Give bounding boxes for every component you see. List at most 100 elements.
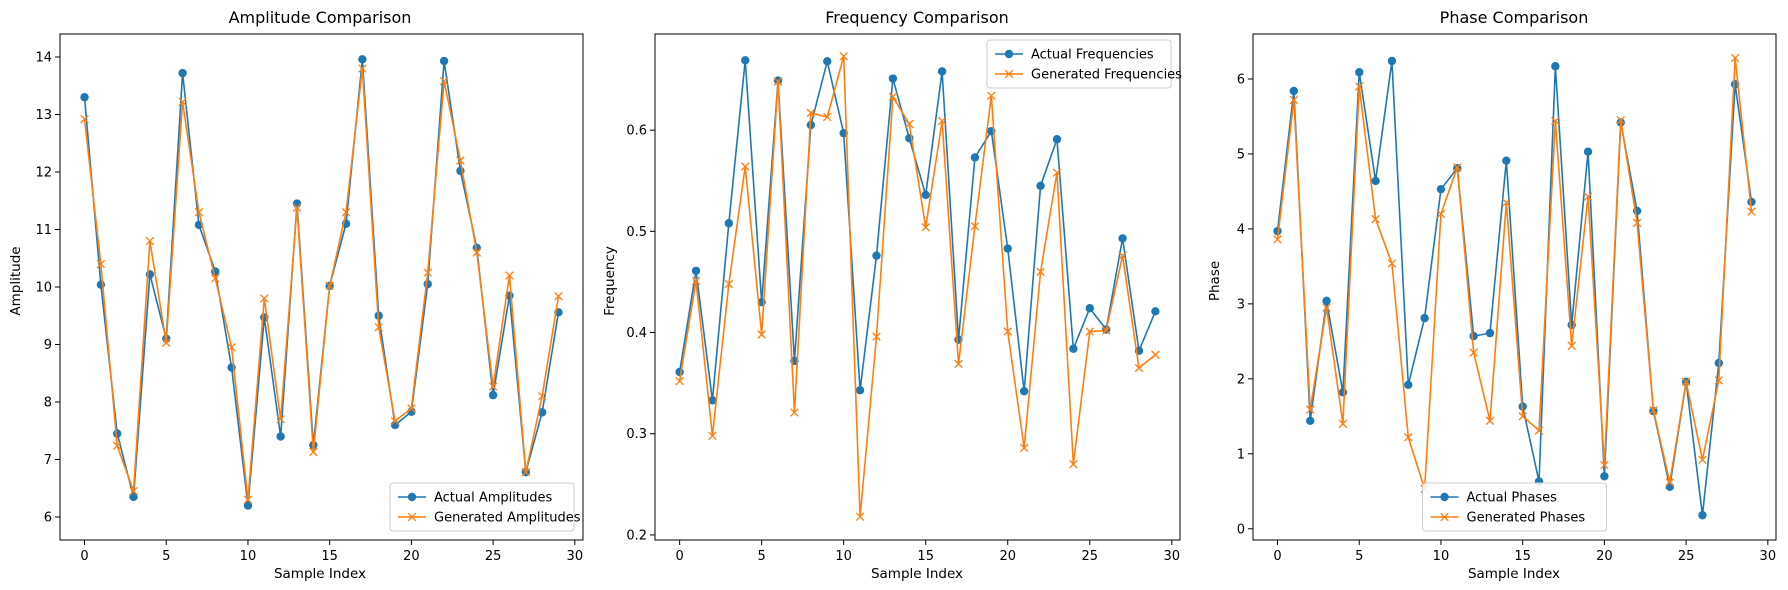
x-tick-label: 25 [485, 549, 502, 564]
data-point [724, 279, 734, 289]
x-tick-label: 20 [999, 549, 1016, 564]
data-point [691, 276, 701, 286]
y-tick-label: 4 [1237, 222, 1245, 237]
x-tick-label: 20 [403, 549, 420, 564]
x-tick-label: 15 [917, 549, 934, 564]
data-point [675, 367, 684, 377]
panel-title: Phase Comparison [1440, 8, 1589, 27]
data-point [1714, 358, 1723, 368]
data-point [358, 55, 367, 64]
x-tick-label: 25 [1081, 549, 1098, 564]
y-tick-label: 6 [44, 511, 52, 526]
data-point [1019, 387, 1029, 396]
x-tick-label: 30 [567, 549, 584, 564]
data-point [292, 203, 302, 212]
data-point [937, 67, 947, 76]
legend-label: Generated Frequencies [1031, 68, 1182, 83]
y-tick-label: 0.5 [626, 225, 647, 240]
legend-box [389, 482, 575, 532]
data-point [1616, 115, 1625, 125]
y-tick-label: 7 [44, 453, 52, 468]
data-point [1036, 267, 1045, 277]
y-tick-label: 1 [1237, 447, 1245, 462]
x-tick-label: 25 [1678, 549, 1695, 564]
data-point [872, 251, 881, 260]
x-tick-label: 5 [758, 549, 766, 564]
y-tick-label: 0.3 [626, 427, 647, 442]
x-tick-label: 0 [675, 549, 683, 564]
x-tick-label: 20 [1596, 549, 1613, 564]
data-point [773, 76, 783, 85]
data-point [80, 114, 89, 124]
data-point [1003, 244, 1012, 253]
legend-marker [1440, 492, 1449, 502]
data-point [1714, 376, 1724, 385]
data-point [1085, 304, 1094, 313]
data-point [1469, 331, 1478, 341]
data-point [1273, 235, 1282, 244]
data-point [839, 52, 848, 61]
data-point [1355, 68, 1364, 77]
data-point [113, 429, 122, 438]
data-point [358, 64, 367, 73]
data-point [905, 119, 914, 129]
data-point [374, 322, 383, 332]
data-point [1085, 327, 1095, 336]
data-point [1583, 192, 1593, 201]
legend-box [986, 39, 1172, 89]
data-point [1485, 328, 1495, 338]
data-point [823, 57, 832, 66]
phase-panel: Phase Comparison Sample Index Phase 0 5 10… [1207, 8, 1777, 582]
data-point [806, 108, 816, 118]
data-point [1404, 380, 1413, 390]
data-point [954, 359, 963, 369]
data-point [1436, 184, 1446, 194]
data-point [1052, 168, 1062, 177]
data-point [1747, 197, 1756, 207]
data-point [276, 432, 285, 441]
data-point [1518, 412, 1527, 421]
data-point [439, 56, 449, 66]
data-point [96, 280, 106, 289]
y-tick-label: 2 [1237, 372, 1245, 387]
data-point [488, 382, 498, 391]
data-point [855, 512, 865, 521]
y-tick-label: 14 [35, 51, 52, 66]
data-point [1118, 234, 1127, 243]
legend-marker [1004, 69, 1014, 79]
data-point [1404, 433, 1413, 442]
data-point [1436, 209, 1446, 219]
data-point [178, 68, 187, 78]
data-point [161, 338, 171, 348]
x-tick-label: 15 [321, 549, 338, 564]
data-point [1151, 350, 1160, 360]
x-tick-label: 15 [1514, 549, 1531, 564]
x-axis-label: Sample Index [1468, 566, 1560, 582]
data-point [790, 408, 799, 417]
data-point [472, 248, 482, 257]
legend-label: Actual Phases [1467, 491, 1558, 506]
data-point [1305, 405, 1315, 414]
plot-frame [1252, 33, 1777, 541]
y-axis-label: Phase [1207, 261, 1223, 301]
x-tick-label: 10 [835, 549, 852, 564]
data-point [521, 467, 531, 477]
data-point [823, 112, 832, 122]
y-axis-label: Frequency [602, 246, 618, 316]
y-axis-label: Amplitude [8, 246, 24, 315]
y-tick-label: 5 [1237, 147, 1245, 162]
data-point [1387, 56, 1397, 66]
frequency-panel: Frequency Comparison Sample Index Freque… [602, 8, 1182, 582]
data-point [292, 199, 302, 208]
x-tick-label: 0 [80, 549, 88, 564]
data-point [757, 330, 766, 339]
data-point [112, 441, 122, 450]
legend: Actual Frequencies Generated Frequencies [986, 39, 1182, 89]
data-point [872, 332, 881, 341]
data-point [1273, 226, 1282, 236]
x-tick-label: 5 [162, 549, 170, 564]
legend-label: Actual Frequencies [1031, 48, 1154, 63]
legend-label: Generated Phases [1467, 511, 1586, 526]
x-tick-label: 0 [1273, 549, 1281, 564]
data-point [439, 76, 449, 86]
